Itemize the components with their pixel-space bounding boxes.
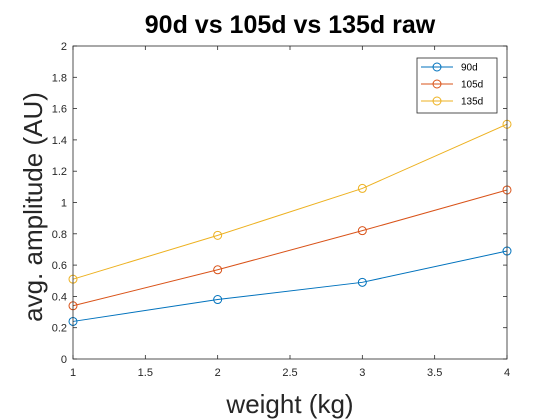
x-tick-label: 4	[504, 367, 510, 379]
plot-frame	[72, 45, 508, 360]
series-line-135d	[72, 123, 508, 280]
data-point-90d	[357, 277, 367, 287]
data-point-105d	[357, 226, 367, 236]
data-point-135d	[357, 183, 367, 193]
legend-marker-90d	[432, 62, 442, 72]
series-line-90d	[72, 250, 508, 322]
x-tick-label: 1.5	[138, 367, 153, 379]
y-tick-label: 0	[61, 354, 67, 366]
x-tick-label: 1	[70, 367, 76, 379]
data-point-135d	[213, 230, 223, 240]
y-tick-label: 0.4	[52, 291, 67, 303]
legend-box	[416, 57, 498, 114]
legend-label-135d: 135d	[461, 97, 483, 108]
y-tick-label: 0.2	[52, 323, 67, 335]
y-tick-label: 1.4	[52, 135, 67, 147]
y-tick-label: 2	[61, 41, 67, 53]
chart-title: 90d vs 105d vs 135d raw	[145, 11, 436, 39]
y-tick-label: 1.2	[52, 166, 67, 178]
legend-marker-105d	[432, 79, 442, 89]
y-tick-label: 0.6	[52, 260, 67, 272]
y-tick-label: 1.6	[52, 104, 67, 116]
legend: 90d 105d 135d	[416, 57, 498, 114]
legend-label-90d: 90d	[461, 63, 478, 74]
x-tick-label: 2.5	[282, 367, 297, 379]
legend-label-105d: 105d	[461, 80, 483, 91]
data-point-105d	[213, 265, 223, 275]
data-point-90d	[213, 295, 223, 305]
x-axis-label: weight (kg)	[225, 389, 353, 419]
x-tick-label: 2	[215, 367, 221, 379]
x-tick-label: 3	[359, 367, 365, 379]
legend-marker-135d	[432, 96, 442, 106]
series-line-105d	[72, 189, 508, 307]
y-tick-label: 0.8	[52, 229, 67, 241]
y-axis-label: avg. amplitude (AU)	[18, 92, 48, 322]
x-tick-label: 3.5	[427, 367, 442, 379]
y-tick-label: 1.8	[52, 72, 67, 84]
y-tick-label: 1	[61, 198, 67, 210]
